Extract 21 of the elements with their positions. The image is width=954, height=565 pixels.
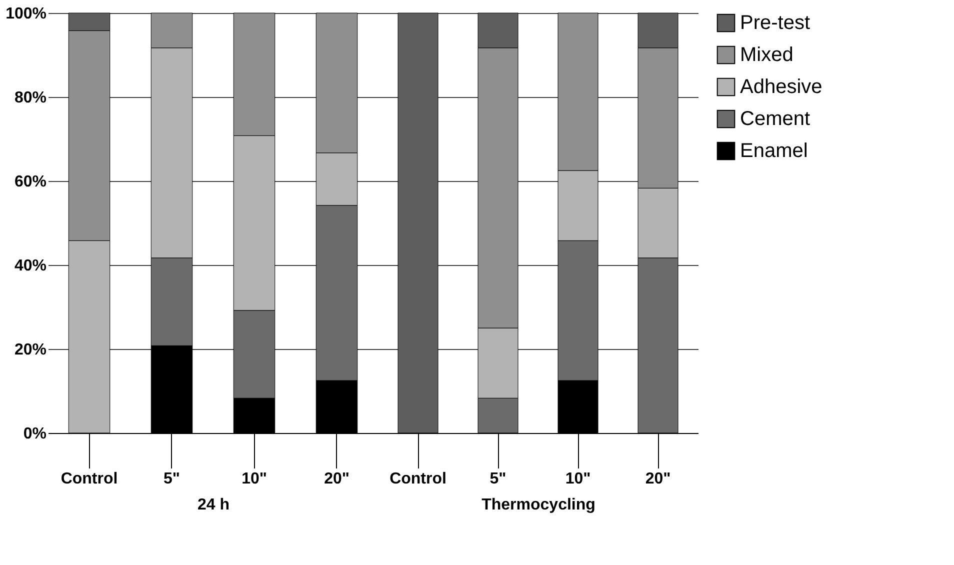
legend-label: Pre-test bbox=[740, 12, 810, 34]
y-tick-label: 0% bbox=[23, 426, 46, 442]
y-tick-label: 60% bbox=[14, 174, 46, 190]
legend-label: Enamel bbox=[740, 140, 808, 162]
x-tick-label: Control bbox=[390, 470, 446, 488]
y-tick-label: 20% bbox=[14, 342, 46, 358]
x-tick-label: 10" bbox=[565, 470, 591, 488]
legend-label: Cement bbox=[740, 108, 810, 130]
x-tick-label: 5" bbox=[164, 470, 180, 488]
x-tick-label: 5" bbox=[490, 470, 506, 488]
x-axis-title: Thermocycling bbox=[482, 496, 596, 514]
x-tick-label: 10" bbox=[242, 470, 267, 488]
x-tick-label: Control bbox=[60, 470, 118, 488]
legend-label: Mixed bbox=[740, 44, 794, 66]
x-tick-label: 20" bbox=[324, 470, 350, 488]
y-tick-label: 40% bbox=[14, 258, 46, 274]
x-tick-label: 20" bbox=[645, 470, 671, 488]
legend-label: Adhesive bbox=[740, 76, 822, 98]
x-axis-title: 24 h bbox=[197, 496, 230, 514]
y-tick-label: 80% bbox=[14, 90, 46, 106]
y-tick-label: 100% bbox=[6, 6, 46, 22]
